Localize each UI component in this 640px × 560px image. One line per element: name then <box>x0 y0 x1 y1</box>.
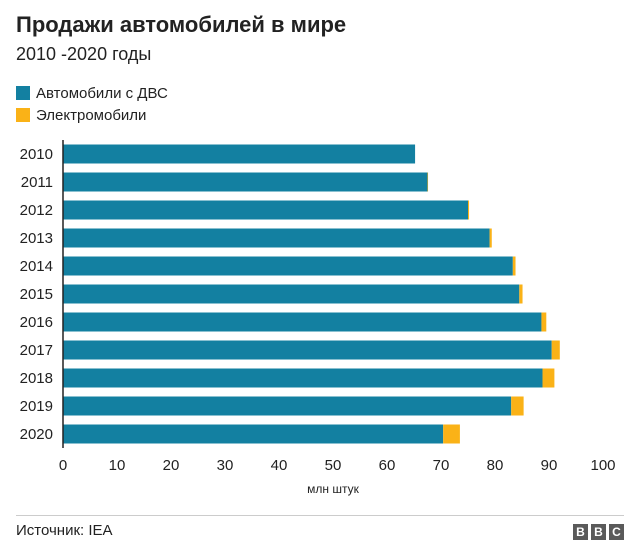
x-tick-label: 80 <box>487 457 504 474</box>
bar-ice-2011 <box>63 172 428 192</box>
bar-ice-2010 <box>63 144 416 164</box>
bbc-logo: B B C <box>573 524 624 540</box>
x-tick-labels: 0 10 20 30 40 50 60 70 80 90 100 <box>59 457 616 474</box>
x-tick-label: 40 <box>271 457 288 474</box>
bar-ice-2013 <box>63 228 490 248</box>
logo-letter: C <box>609 524 624 540</box>
y-tick-label: 2016 <box>20 314 53 331</box>
y-tick-labels: 2010 2011 2012 2013 2014 2015 2016 2017 2018 2019… <box>20 146 53 443</box>
y-tick-label: 2011 <box>21 174 53 191</box>
x-tick-label: 0 <box>59 457 67 474</box>
x-axis-label: млн штук <box>307 482 359 496</box>
chart-title: Продажи автомобилей в мире <box>16 12 347 37</box>
x-tick-label: 70 <box>433 457 450 474</box>
bar-ice-2012 <box>63 200 468 220</box>
legend-item-ev: Электромобили <box>16 104 168 126</box>
x-tick-label: 10 <box>109 457 126 474</box>
x-tick-label: 30 <box>217 457 234 474</box>
y-tick-label: 2019 <box>20 398 53 415</box>
logo-letter: B <box>573 524 588 540</box>
y-tick-label: 2013 <box>20 230 53 247</box>
y-tick-label: 2015 <box>20 286 53 303</box>
bar-ev-2011 <box>427 172 429 192</box>
bar-ev-2017 <box>551 340 560 360</box>
legend-item-ice: Автомобили с ДВС <box>16 82 168 104</box>
bar-ice-2016 <box>63 312 542 332</box>
bar-ice-2019 <box>63 396 512 416</box>
bar-ice-2014 <box>63 256 513 276</box>
bar-ev-2012 <box>468 200 470 220</box>
bar-chart: 2010201120122013201420152016201720182019… <box>20 140 616 496</box>
logo-letter: B <box>591 524 606 540</box>
bars-group <box>63 144 560 444</box>
bar-ev-2013 <box>489 228 492 248</box>
x-tick-label: 60 <box>379 457 396 474</box>
y-tick-label: 2020 <box>20 426 53 443</box>
bar-ev-2016 <box>541 312 547 332</box>
legend-label-ice: Автомобили с ДВС <box>36 84 168 102</box>
legend-swatch-ice <box>16 86 30 100</box>
x-tick-label: 20 <box>163 457 180 474</box>
legend: Автомобили с ДВС Электромобили <box>16 82 168 126</box>
x-tick-label: 90 <box>541 457 558 474</box>
legend-label-ev: Электромобили <box>36 106 147 124</box>
bar-ice-2018 <box>63 368 543 388</box>
y-tick-label: 2014 <box>20 258 53 275</box>
y-tick-label: 2018 <box>20 370 53 387</box>
x-tick-label: 100 <box>590 457 615 474</box>
legend-swatch-ev <box>16 108 30 122</box>
bar-ev-2020 <box>443 424 460 444</box>
bar-ice-2015 <box>63 284 520 304</box>
bar-ice-2017 <box>63 340 552 360</box>
bar-ice-2020 <box>63 424 444 444</box>
bar-ev-2018 <box>542 368 555 388</box>
y-tick-label: 2017 <box>20 342 53 359</box>
source-note: Источник: IEA <box>16 522 113 539</box>
bar-ev-2015 <box>519 284 523 304</box>
chart-subtitle: 2010 -2020 годы <box>16 44 152 64</box>
bar-ev-2014 <box>512 256 516 276</box>
y-tick-label: 2010 <box>20 146 53 163</box>
footer-divider <box>16 515 624 516</box>
y-tick-label: 2012 <box>20 202 53 219</box>
x-tick-label: 50 <box>325 457 342 474</box>
bar-ev-2019 <box>511 396 524 416</box>
